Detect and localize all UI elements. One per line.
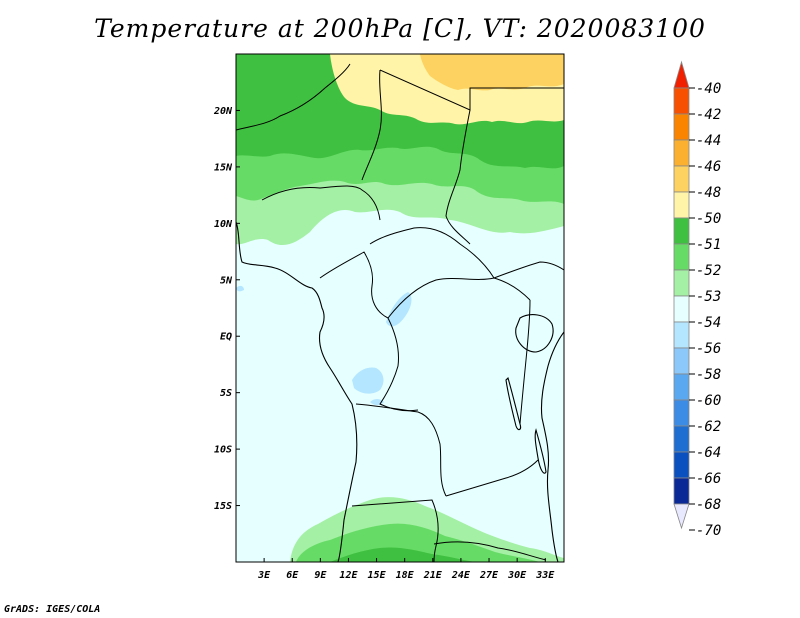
latitude-tick-labels: 20N 15N 10N 5N EQ 5S 10S 15S [213, 106, 240, 512]
colorbar-label: -70 [696, 523, 721, 539]
coastline-west [236, 221, 358, 562]
border-drc-west [379, 317, 419, 412]
lon-tick-label: 27E [479, 570, 499, 581]
border-namibia [351, 499, 439, 562]
colorbar-label: -58 [696, 367, 721, 383]
lon-tick-label: 12E [339, 570, 358, 581]
border-tanzania [519, 299, 531, 425]
colorbar-label: -46 [696, 159, 721, 175]
band-56-gabon [386, 292, 412, 327]
lon-tick-label: 33E [535, 570, 555, 581]
colorbar-arrow-bottom [673, 503, 690, 530]
lake-malawi [534, 428, 547, 474]
temperature-field [236, 54, 564, 562]
border-angola [355, 403, 447, 497]
colorbar-label: -53 [696, 289, 721, 305]
colorbar-label: -66 [696, 471, 721, 487]
colorbar-label: -52 [696, 263, 721, 279]
border-niger-chad [361, 69, 382, 181]
colorbar-swatch [673, 295, 690, 323]
colorbar-swatch [673, 165, 690, 193]
colorbar-arrow-top [673, 60, 690, 89]
colorbar-swatch [673, 321, 690, 349]
border-cameroon [319, 251, 389, 319]
band-52-south [296, 523, 540, 562]
border-sahel [236, 63, 351, 131]
border-drc-north [387, 277, 531, 319]
colorbar-swatch [673, 113, 690, 141]
lake-tanganyika [505, 376, 522, 431]
lat-tick-label: 15N [214, 162, 233, 173]
colorbar-swatch [673, 243, 690, 271]
colorbar-label: -56 [696, 341, 721, 357]
colorbar-label: -64 [696, 445, 721, 461]
colorbar-label: -62 [696, 419, 721, 435]
band-48-north [420, 54, 564, 91]
colorbar-label: -60 [696, 393, 721, 409]
grads-credit: GrADS: IGES/COLA [4, 604, 101, 615]
longitude-tick-labels: 3E 6E 9E 12E 15E 18E 21E 24E 27E 30E 33E [257, 558, 555, 581]
colorbar-label: -54 [696, 315, 721, 331]
border-car [369, 227, 495, 279]
colorbar-label: -44 [696, 133, 721, 149]
colorbar-label: -40 [696, 81, 721, 97]
map-frame [235, 53, 565, 563]
lon-tick-label: 6E [286, 570, 299, 581]
lon-tick-label: 21E [423, 570, 443, 581]
border-south [433, 541, 547, 561]
band-56-coast [236, 285, 244, 292]
lake-victoria [515, 314, 554, 353]
lat-tick-label: 20N [213, 106, 233, 117]
border-zambia [445, 459, 539, 497]
lon-tick-label: 15E [368, 570, 387, 581]
colorbar-swatch [673, 139, 690, 167]
colorbar-swatch [673, 373, 690, 401]
lon-tick-label: 9E [314, 570, 327, 581]
lon-tick-label: 30E [507, 570, 527, 581]
lat-tick-label: 5N [220, 275, 233, 286]
colorbar-swatch [673, 477, 690, 505]
colorbar-swatch [673, 399, 690, 427]
band-51-south [330, 547, 475, 562]
lat-tick-label: 15S [214, 501, 232, 512]
map-title: Temperature at 200hPa [C], VT: 202008310… [94, 14, 706, 43]
lon-tick-label: 18E [396, 570, 415, 581]
border-libya-chad [379, 69, 564, 111]
colorbar-swatch [673, 269, 690, 297]
colorbar-label: -51 [696, 237, 721, 253]
lon-tick-label: 3E [257, 570, 271, 581]
lat-tick-label: EQ [220, 332, 232, 343]
band-56-congo [352, 367, 384, 394]
lat-tick-label: 10N [214, 219, 233, 230]
lon-tick-label: 24E [451, 570, 471, 581]
border-nigeria [261, 185, 381, 221]
coastline-east [540, 331, 564, 562]
lat-tick-label: 5S [220, 388, 232, 399]
colorbar-swatch [673, 87, 690, 115]
colorbar: -40 -42 -44 -46 -48 -50 -51 -52 -53 -54 -56 -58 -60 -… [673, 60, 721, 539]
colorbar-swatch [673, 425, 690, 453]
colorbar-swatch [673, 217, 690, 245]
colorbar-swatch [673, 451, 690, 479]
colorbar-label: -50 [696, 211, 721, 227]
colorbar-swatch [673, 347, 690, 375]
colorbar-swatch [673, 191, 690, 219]
colorbar-label: -68 [696, 497, 721, 513]
border-sudan-south [493, 261, 564, 279]
colorbar-label: -48 [696, 185, 721, 201]
colorbar-label: -42 [696, 107, 721, 123]
map-outlines [236, 63, 564, 562]
lat-tick-label: 10S [214, 445, 232, 456]
border-chad-sudan [445, 109, 471, 245]
